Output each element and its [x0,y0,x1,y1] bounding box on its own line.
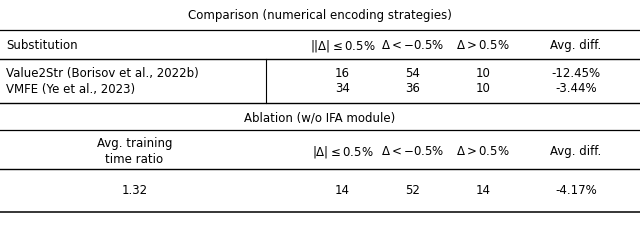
Text: 34: 34 [335,82,350,95]
Text: $||\Delta| \leq 0.5\%$: $||\Delta| \leq 0.5\%$ [310,38,375,54]
Text: $\Delta < -0.5\%$: $\Delta < -0.5\%$ [381,39,445,52]
Text: Avg. training
time ratio: Avg. training time ratio [97,137,172,166]
Text: Comparison (numerical encoding strategies): Comparison (numerical encoding strategie… [188,9,452,22]
Text: 10: 10 [476,82,491,95]
Text: Ablation (w/o IFA module): Ablation (w/o IFA module) [244,111,396,124]
Text: 1.32: 1.32 [122,184,147,197]
Text: -4.17%: -4.17% [555,184,597,197]
Text: $\Delta > 0.5\%$: $\Delta > 0.5\%$ [456,39,510,52]
Text: 14: 14 [476,184,491,197]
Text: Avg. diff.: Avg. diff. [550,39,602,52]
Text: -3.44%: -3.44% [555,82,597,95]
Text: 14: 14 [335,184,350,197]
Text: 16: 16 [335,67,350,80]
Text: 36: 36 [405,82,420,95]
Text: Value2Str (Borisov et al., 2022b): Value2Str (Borisov et al., 2022b) [6,67,199,80]
Text: 54: 54 [405,67,420,80]
Text: VMFE (Ye et al., 2023): VMFE (Ye et al., 2023) [6,82,136,95]
Text: $\Delta > 0.5\%$: $\Delta > 0.5\%$ [456,145,510,158]
Text: $|\Delta| \leq 0.5\%$: $|\Delta| \leq 0.5\%$ [312,143,373,159]
Text: Avg. diff.: Avg. diff. [550,145,602,158]
Text: 52: 52 [405,184,420,197]
Text: 10: 10 [476,67,491,80]
Text: -12.45%: -12.45% [552,67,600,80]
Text: Substitution: Substitution [6,39,78,52]
Text: $\Delta < -0.5\%$: $\Delta < -0.5\%$ [381,145,445,158]
